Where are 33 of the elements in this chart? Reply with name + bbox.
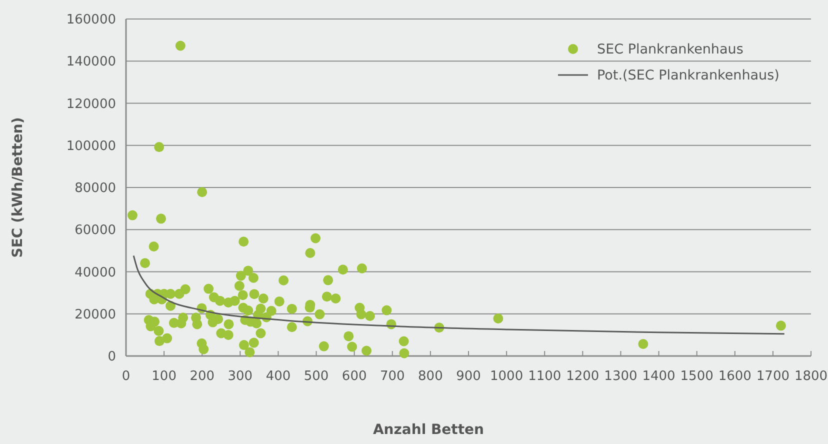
x-tick-label: 600 bbox=[342, 369, 367, 384]
x-axis-title: Anzahl Betten bbox=[372, 422, 484, 438]
x-tick-label: 700 bbox=[380, 369, 405, 384]
x-tick-label: 1600 bbox=[718, 369, 752, 384]
line-series bbox=[132, 254, 786, 335]
x-tick-label: 1000 bbox=[490, 369, 524, 384]
legend-label: Pot.(SEC Plankrankenhaus) bbox=[597, 68, 780, 84]
x-tick-label: 400 bbox=[266, 369, 291, 384]
x-tick-label: 1400 bbox=[642, 369, 676, 384]
x-tick-label: 800 bbox=[418, 369, 443, 384]
x-tick-label: 1700 bbox=[756, 369, 790, 384]
x-tick-label: 1500 bbox=[680, 369, 714, 384]
y-tick-label: 40000 bbox=[74, 265, 116, 280]
x-tick-label: 1300 bbox=[604, 369, 638, 384]
legend-label: SEC Plankrankenhaus bbox=[597, 42, 744, 58]
y-tick-label: 140000 bbox=[66, 54, 116, 70]
x-tick-label: 300 bbox=[228, 369, 253, 384]
y-tick-label: 20000 bbox=[74, 307, 116, 322]
y-tick-label: 160000 bbox=[66, 12, 116, 28]
y-axis-title: SEC (kWh/Betten) bbox=[10, 117, 26, 258]
x-tick-label: 0 bbox=[122, 369, 130, 384]
x-tick-label: 1100 bbox=[528, 369, 562, 384]
x-tick-label: 1800 bbox=[794, 369, 828, 384]
x-tick-label: 100 bbox=[152, 369, 176, 384]
x-tick-label: 200 bbox=[190, 369, 215, 384]
x-tick-label: 1200 bbox=[566, 369, 600, 384]
x-tick-label: 500 bbox=[304, 369, 329, 384]
y-tick-label: 100000 bbox=[66, 138, 116, 154]
x-tick-label: 900 bbox=[456, 369, 481, 384]
y-tick-label: 0 bbox=[108, 350, 116, 365]
y-tick-label: 120000 bbox=[66, 96, 116, 112]
y-tick-label: 80000 bbox=[74, 181, 116, 196]
y-tick-label: 60000 bbox=[74, 223, 116, 238]
